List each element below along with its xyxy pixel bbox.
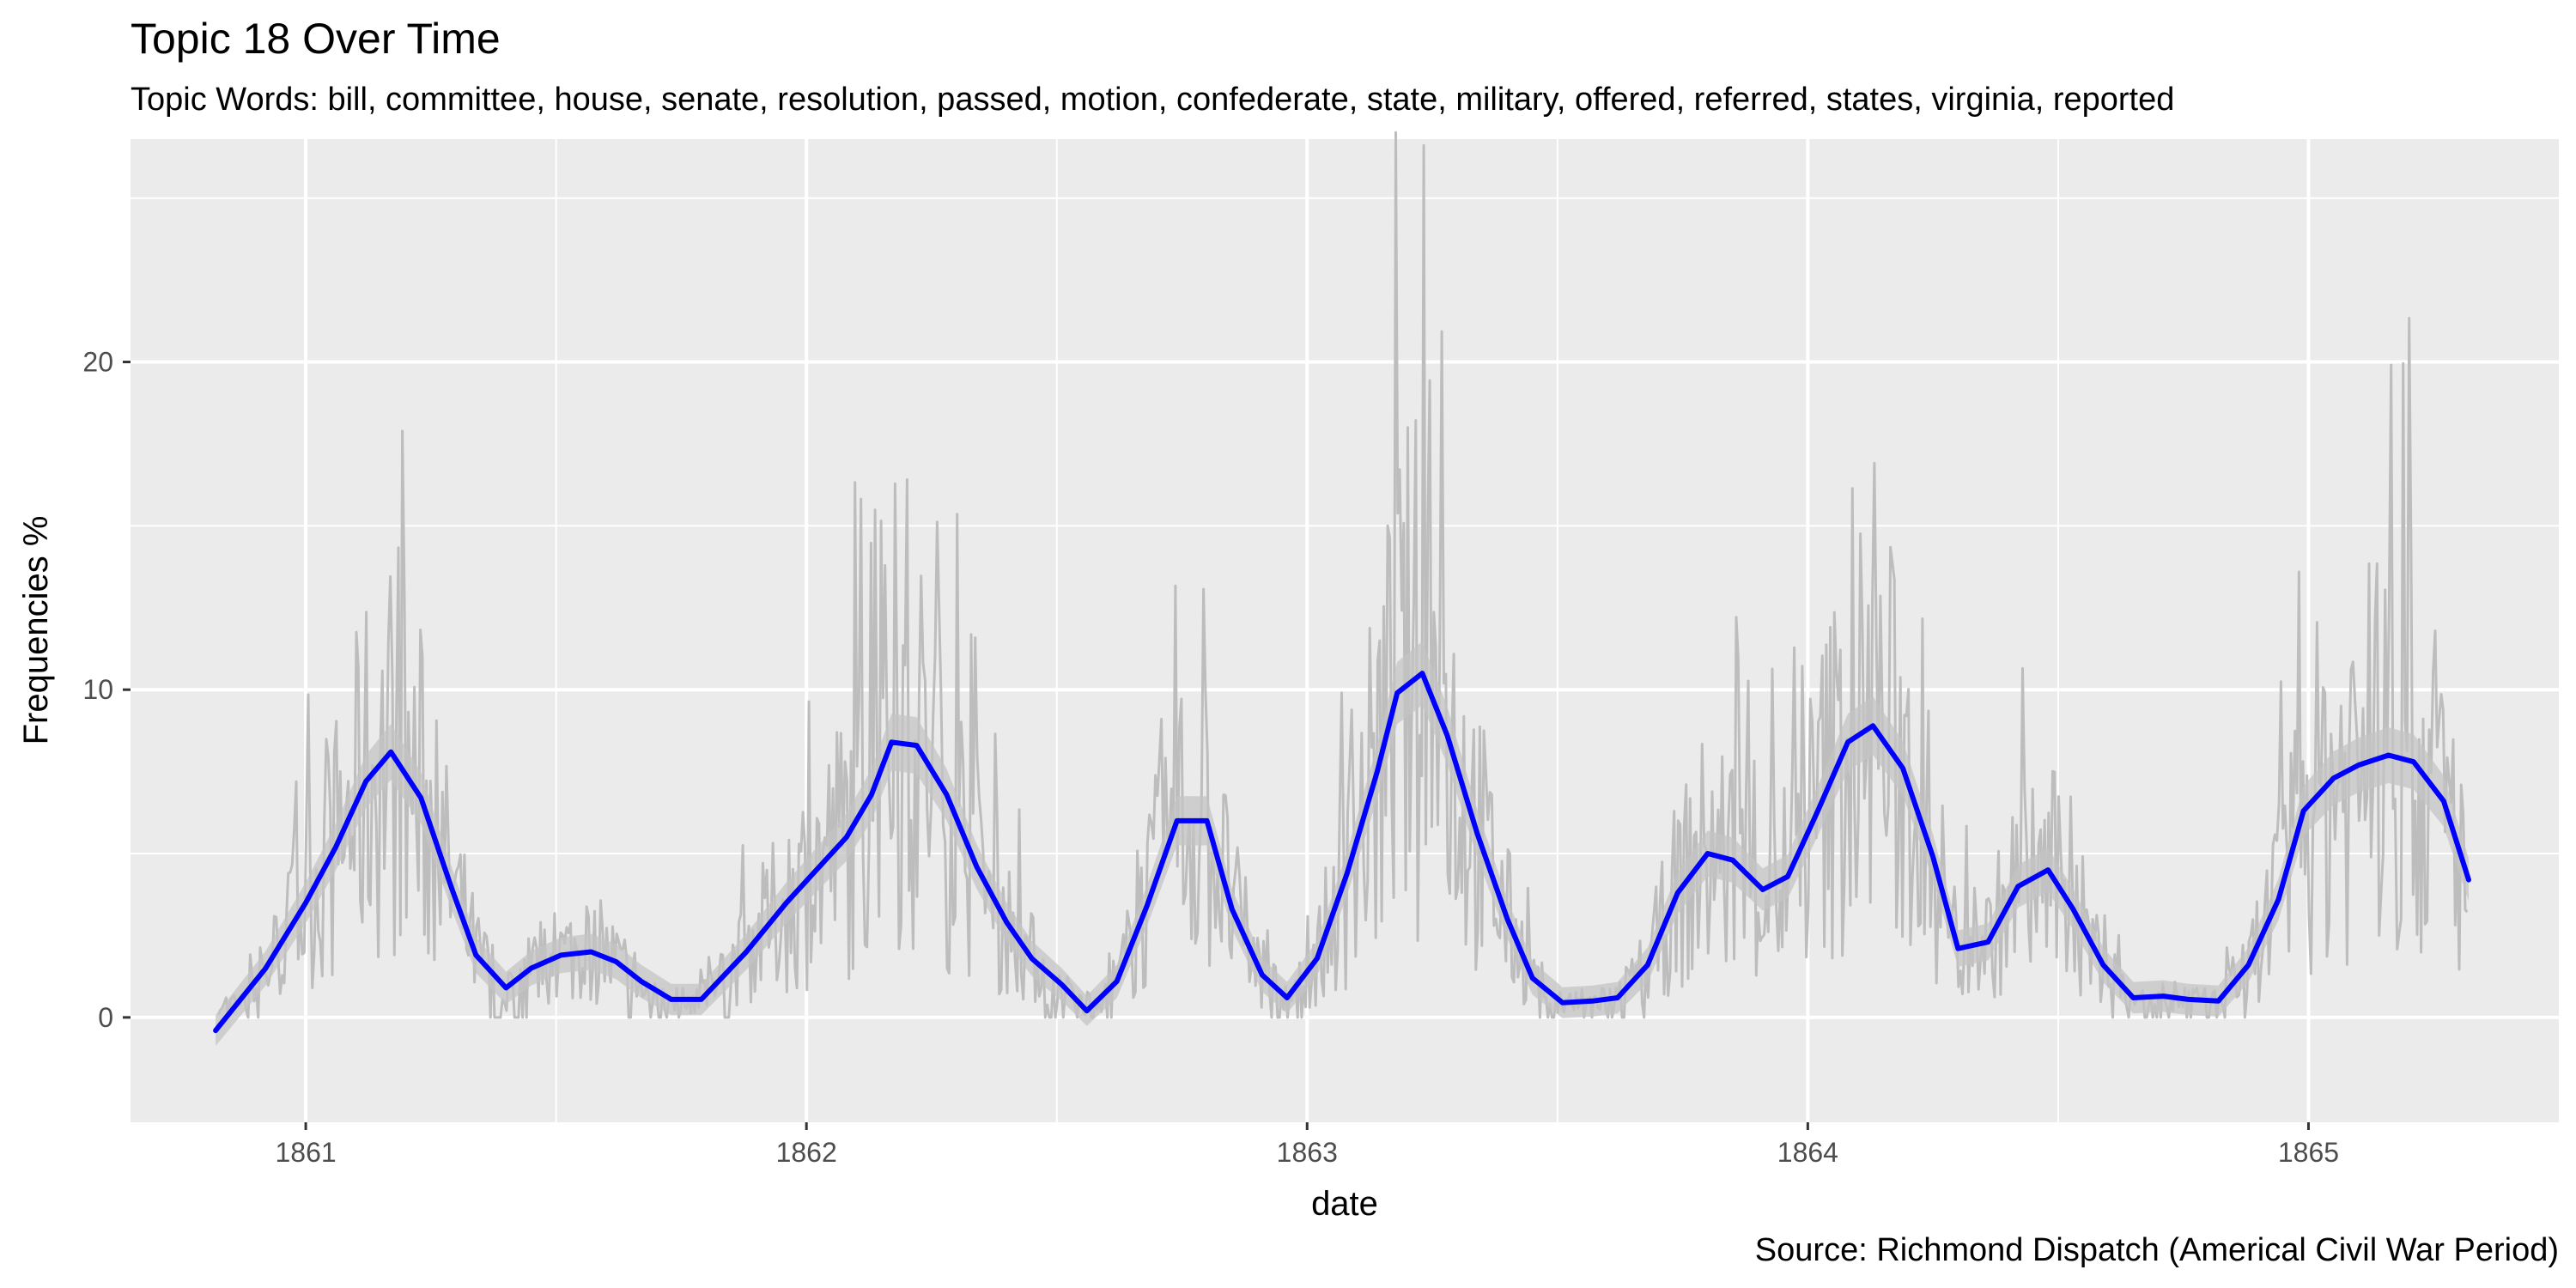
x-tick-label: 1865 — [2278, 1137, 2339, 1168]
x-tick-label: 1862 — [776, 1137, 837, 1168]
x-axis-label: date — [1311, 1185, 1378, 1223]
x-tick-label: 1863 — [1277, 1137, 1338, 1168]
y-axis-label: Frequencies % — [17, 516, 55, 745]
axis-layer: 1861 1862 1863 1864 1865 0 10 20 — [82, 347, 2339, 1168]
y-tick-label: 10 — [82, 674, 113, 705]
x-tick-label: 1861 — [275, 1137, 336, 1168]
chart-subtitle: Topic Words: bill, committee, house, sen… — [131, 82, 2175, 118]
grid-major — [131, 139, 2559, 1122]
y-tick-label: 20 — [82, 347, 113, 378]
source-caption: Source: Richmond Dispatch (Americal Civi… — [1754, 1232, 2559, 1268]
y-tick-label: 0 — [98, 1002, 113, 1033]
smoothed-trend-line — [213, 671, 2471, 1034]
x-tick-label: 1864 — [1777, 1137, 1838, 1168]
chart-title: Topic 18 Over Time — [131, 15, 501, 63]
smoothed-line-layer — [213, 671, 2471, 1034]
